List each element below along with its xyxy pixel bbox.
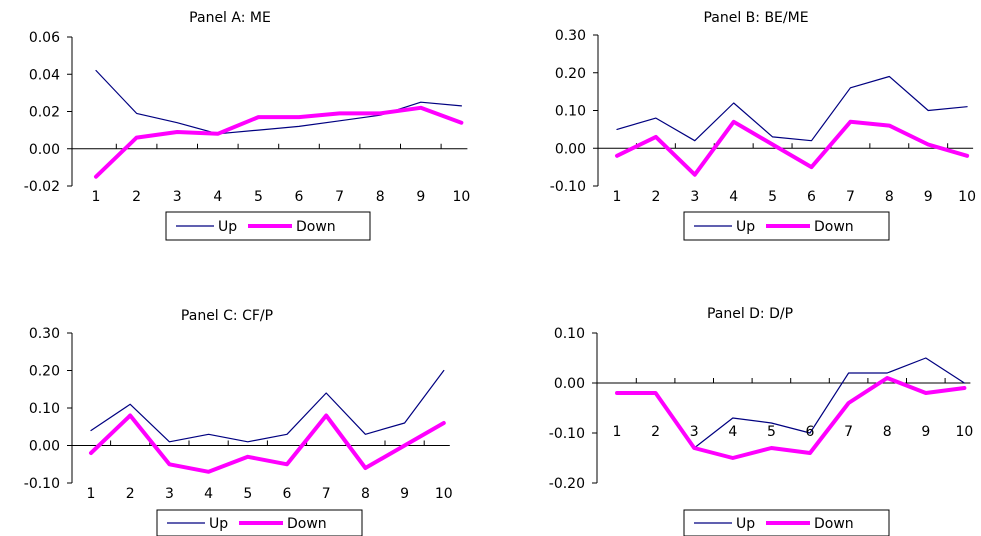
- series-line-down: [615, 119, 970, 177]
- legend: Up Down: [165, 211, 371, 241]
- y-tick-label: -0.02: [24, 179, 60, 195]
- y-tick-label: 0.10: [29, 401, 60, 417]
- y-tick-label: 0.30: [29, 326, 60, 342]
- panel-title: Panel A: ME: [189, 10, 271, 26]
- x-tick-label: 3: [690, 189, 699, 205]
- legend: Up Down: [683, 211, 890, 241]
- x-tick-label: 5: [254, 189, 263, 205]
- y-tick-label: 0.00: [555, 141, 586, 157]
- x-tick-label: 4: [728, 424, 737, 440]
- x-tick-label: 3: [173, 189, 182, 205]
- x-tick-label: 4: [204, 486, 213, 502]
- y-tick-label: 0.00: [554, 376, 585, 392]
- x-tick-label: 5: [243, 486, 252, 502]
- x-tick-label: 5: [768, 189, 777, 205]
- y-tick-label: -0.20: [549, 476, 585, 492]
- legend-label-down: Down: [814, 516, 854, 532]
- x-tick-label: 9: [400, 486, 409, 502]
- panel-4: Panel D: D/P 0.10 0.00 -0.10 -0.20 1 2 3 4 5 6 7 8 9 1…: [549, 306, 973, 536]
- x-tick-label: 2: [126, 486, 135, 502]
- series-line-up: [90, 369, 445, 443]
- x-tick-label: 6: [295, 189, 304, 205]
- legend-label-down: Down: [814, 219, 854, 235]
- y-tick-label: 0.02: [29, 105, 60, 121]
- legend-label-up: Up: [218, 219, 237, 235]
- x-tick-label: 7: [844, 424, 853, 440]
- x-tick-label: 3: [690, 424, 699, 440]
- series-line-up: [95, 69, 462, 135]
- y-tick-label: 0.00: [29, 142, 60, 158]
- y-tick-label: -0.10: [550, 179, 586, 195]
- series-line-down: [615, 376, 967, 460]
- panel-1: Panel A: ME 0.06 0.04 0.02 0.00 -0.02 1 2 3 4 5 6 7 8…: [24, 10, 470, 241]
- x-tick-label: 1: [613, 424, 622, 440]
- y-tick-label: 0.10: [555, 104, 586, 120]
- x-tick-label: 1: [87, 486, 96, 502]
- y-tick-label: 0.00: [29, 439, 60, 455]
- y-tick-label: 0.20: [29, 364, 60, 380]
- y-tick-label: 0.20: [555, 66, 586, 82]
- x-tick-label: 8: [376, 189, 385, 205]
- x-tick-label: 10: [452, 189, 470, 205]
- panel-3: Panel C: CF/P 0.30 0.20 0.10 0.00 -0.10 1 2 3 4 5 6…: [24, 308, 453, 536]
- series-line-up: [616, 357, 966, 449]
- series-line-down: [94, 105, 464, 179]
- x-tick-label: 1: [613, 189, 622, 205]
- x-tick-label: 2: [651, 189, 660, 205]
- y-tick-label: -0.10: [549, 426, 585, 442]
- x-tick-label: 1: [92, 189, 101, 205]
- panel-title: Panel C: CF/P: [181, 308, 273, 324]
- y-tick-label: 0.30: [555, 28, 586, 44]
- series-line-down: [89, 413, 446, 474]
- x-tick-label: 6: [806, 424, 815, 440]
- x-tick-label: 7: [322, 486, 331, 502]
- x-tick-label: 9: [924, 189, 933, 205]
- x-tick-label: 2: [651, 424, 660, 440]
- x-tick-label: 10: [955, 424, 973, 440]
- legend-label-up: Up: [209, 516, 228, 532]
- x-tick-label: 7: [846, 189, 855, 205]
- x-tick-label: 4: [729, 189, 738, 205]
- x-tick-label: 8: [885, 189, 894, 205]
- x-tick-label: 7: [335, 189, 344, 205]
- legend-label-down: Down: [287, 516, 327, 532]
- x-tick-label: 9: [416, 189, 425, 205]
- y-tick-label: 0.06: [29, 30, 60, 46]
- legend-label-up: Up: [736, 219, 755, 235]
- series-line-up: [616, 75, 968, 142]
- legend-label-down: Down: [296, 219, 336, 235]
- panel-title: Panel B: BE/ME: [703, 10, 808, 26]
- y-tick-label: -0.10: [24, 476, 60, 492]
- x-tick-label: 6: [807, 189, 816, 205]
- x-tick-label: 2: [132, 189, 141, 205]
- x-tick-label: 5: [767, 424, 776, 440]
- x-tick-label: 6: [283, 486, 292, 502]
- y-tick-label: 0.10: [554, 326, 585, 342]
- panel-title: Panel D: D/P: [707, 306, 793, 322]
- x-tick-label: 8: [883, 424, 892, 440]
- legend-label-up: Up: [736, 516, 755, 532]
- x-tick-label: 8: [361, 486, 370, 502]
- x-tick-label: 10: [958, 189, 976, 205]
- x-tick-label: 9: [921, 424, 930, 440]
- x-tick-label: 4: [213, 189, 222, 205]
- y-tick-label: 0.04: [29, 67, 60, 83]
- legend: Up Down: [683, 509, 890, 536]
- panel-2: Panel B: BE/ME 0.30 0.20 0.10 0.00 -0.10 1 2 3 4 5…: [550, 10, 976, 241]
- x-tick-label: 10: [435, 486, 453, 502]
- legend: Up Down: [156, 509, 363, 536]
- x-tick-label: 3: [165, 486, 174, 502]
